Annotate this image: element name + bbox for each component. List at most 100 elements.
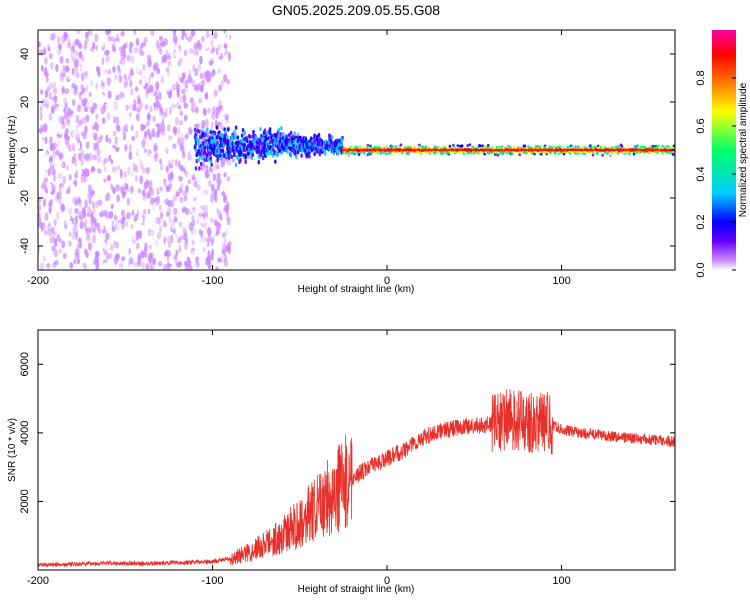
spectrogram-cell	[46, 129, 52, 137]
spectrogram-cell	[105, 134, 109, 143]
spectrogram-cell	[267, 33, 271, 39]
spectrogram-cell	[281, 131, 285, 137]
spectrogram-cell	[80, 83, 84, 91]
spectrogram-cell	[112, 103, 117, 109]
spectrogram-cell	[177, 237, 181, 244]
spectrogram-cell	[610, 146, 614, 149]
spectrogram-cell	[254, 201, 258, 206]
spectrogram-cell	[193, 84, 198, 92]
spectrogram-cell	[656, 151, 659, 154]
spectrogram-cell	[145, 191, 151, 200]
spectrogram-cell	[42, 255, 46, 262]
spectrogram-cell	[252, 84, 255, 89]
spectrogram-cell	[116, 169, 121, 177]
spectrogram-cell	[87, 191, 91, 200]
spectrogram-cell	[255, 182, 259, 187]
spectrogram-cell	[194, 217, 198, 226]
spectrogram-cell	[173, 35, 178, 43]
y-tick-label: -40	[19, 238, 31, 254]
spectrogram-cell	[183, 102, 189, 109]
spectrogram-cell	[123, 230, 128, 238]
spectrogram-cell	[177, 48, 181, 55]
spectrogram-cell	[64, 102, 68, 110]
spectrogram-cell	[155, 31, 160, 37]
spectrogram-cell	[226, 127, 230, 132]
spectrogram-cell	[172, 126, 178, 133]
spectrogram-cell	[254, 257, 257, 263]
spectrogram-cell	[117, 158, 122, 166]
spectrogram-cell	[187, 35, 192, 43]
spectrogram-cell	[73, 139, 77, 147]
spectrogram-cell	[70, 117, 76, 126]
spectrogram-cell	[79, 169, 83, 176]
spectrogram-cell	[187, 179, 191, 185]
colorbar-tick-label: 0.0	[695, 262, 707, 277]
spectrogram-cell	[180, 183, 184, 189]
spectrogram-cell	[96, 147, 101, 157]
spectrogram-cell	[74, 228, 79, 237]
spectrogram-cell	[194, 68, 199, 77]
snr-x-label: Height of straight line (km)	[298, 584, 415, 595]
spectrogram-cell	[256, 30, 259, 34]
spectrogram-cell	[132, 233, 137, 241]
spectrogram-cell	[154, 126, 158, 133]
spectrogram-cell	[259, 260, 263, 266]
spectrogram-cell	[190, 216, 194, 224]
spectrogram-cell	[147, 236, 152, 246]
spectrogram-cell	[67, 206, 72, 215]
spectrogram-cell	[55, 126, 59, 135]
spectrogram-cell	[185, 66, 189, 75]
spectrogram-cell	[124, 66, 129, 72]
spectrogram-cell	[85, 233, 91, 242]
spectrogram-cell	[48, 129, 54, 136]
spectrogram-cell	[145, 121, 151, 127]
spectrogram-cell	[58, 193, 62, 200]
spectrogram-cell	[133, 224, 137, 233]
spectrogram-cell	[74, 208, 79, 214]
spectrogram-cell	[174, 71, 180, 78]
spectrogram-cell	[78, 214, 84, 221]
spectrogram-cell	[254, 245, 257, 250]
spectrogram-cell	[55, 47, 60, 54]
spectrogram-cell	[267, 251, 271, 256]
spectrogram-cell	[159, 186, 163, 192]
spectrogram-cell	[122, 216, 126, 222]
spectrogram-cell	[110, 36, 115, 42]
spectrogram-cell	[38, 128, 44, 134]
spectrogram-cell	[114, 241, 120, 249]
x-tick-label: -100	[202, 275, 224, 287]
spectrogram-cell	[215, 106, 221, 116]
spectrogram-cell	[160, 122, 165, 132]
spectrogram-cell	[181, 30, 185, 35]
spectrogram-cell	[187, 74, 192, 84]
spectrogram-cell	[183, 114, 188, 122]
spectrogram-cell	[114, 74, 118, 80]
y-tick-label: -20	[19, 190, 31, 206]
spectrogram-cell	[120, 203, 124, 212]
spectrogram-cell	[133, 165, 139, 173]
spectrogram-cell	[278, 45, 281, 50]
spectrogram-cell	[250, 97, 253, 103]
spectrogram-cell	[164, 191, 168, 200]
spectrogram-cell	[150, 145, 154, 152]
spectrogram-cell	[106, 174, 112, 182]
spectrogram-cell	[248, 134, 252, 140]
spectrogram-cell	[198, 166, 201, 171]
spectrogram-cell	[43, 145, 48, 154]
spectrogram-cell	[262, 82, 265, 88]
spectrogram-cell	[205, 42, 210, 49]
spectrogram-cell	[274, 108, 278, 114]
spectrogram-cell	[206, 256, 211, 263]
spectrogram-cell	[130, 51, 135, 59]
spectrogram-cell	[60, 149, 66, 155]
spectrogram-cell	[223, 43, 228, 49]
spectrogram-cell	[119, 91, 124, 98]
spectrogram-cell	[87, 184, 93, 194]
spectrogram-cell	[221, 244, 227, 251]
spectrogram-cell	[214, 31, 218, 39]
spectrogram-cell	[51, 91, 55, 99]
spectrogram-cell	[48, 208, 52, 214]
spectrogram-cell	[77, 198, 81, 204]
spectrogram-cell	[173, 217, 178, 223]
spectrogram-cell	[103, 32, 107, 40]
